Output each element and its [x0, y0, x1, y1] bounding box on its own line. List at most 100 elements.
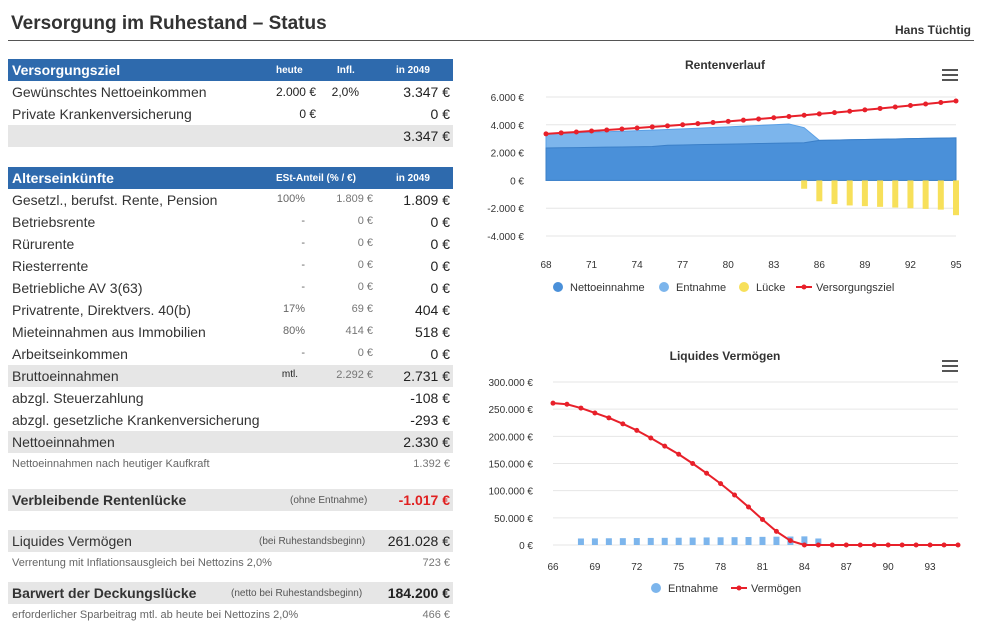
y-tick-label: 2.000 €: [491, 149, 525, 160]
vermoegen-point: [620, 421, 626, 427]
barwert-note: (netto bei Ruhestandsbeginn): [231, 588, 363, 599]
kv-row[interactable]: abzgl. gesetzliche Krankenversicherung -…: [8, 409, 453, 431]
versorgungsziel-point: [877, 105, 883, 111]
x-tick-label: 75: [673, 562, 685, 573]
vermoegen-point: [578, 405, 584, 411]
ziel-year: 3.347 €: [403, 84, 450, 100]
x-tick-label: 72: [631, 562, 643, 573]
legend-symbol: [659, 282, 669, 292]
luecke-label: Verbleibende Rentenlücke: [12, 492, 187, 508]
legend-symbol: [553, 282, 563, 292]
luecke-bar: [907, 180, 914, 209]
income-label: Rürurente: [12, 236, 75, 252]
vermoegen-point: [759, 516, 765, 522]
sparbeitrag-value: 466 €: [422, 609, 450, 621]
income-pct: 17%: [282, 303, 305, 315]
x-tick-label: 78: [715, 562, 727, 573]
sparbeitrag-row: erforderlicher Sparbeitrag mtl. ab heute…: [8, 604, 453, 626]
x-tick-label: 86: [814, 260, 826, 271]
user-name: Hans Tüchtig: [894, 23, 971, 37]
brutto-row[interactable]: Bruttoeinnahmen mtl. 2.292 € 2.731 €: [8, 365, 453, 387]
income-est: 0 €: [357, 215, 373, 227]
y-tick-label: 300.000 €: [489, 378, 534, 389]
y-tick-label: 200.000 €: [489, 432, 534, 443]
ziel-infl: 2,0%: [331, 85, 359, 99]
luecke-bar: [861, 180, 868, 207]
vermoegen-line: [552, 402, 958, 546]
vermoegen-point: [704, 470, 710, 476]
income-est: 69 €: [351, 303, 373, 315]
x-tick-label: 77: [677, 260, 689, 271]
income-row[interactable]: Riesterrente - 0 € 0 €: [8, 255, 453, 277]
barwert-value: 184.200 €: [387, 585, 450, 601]
entnahme-bar: [773, 536, 780, 545]
legend-symbol: [736, 585, 742, 591]
page-header: Versorgung im Ruhestand – Status Hans Tü…: [8, 10, 974, 41]
y-tick-label: 100.000 €: [489, 487, 534, 498]
chart-menu-icon[interactable]: [942, 360, 958, 372]
vermoegen-point: [676, 451, 682, 457]
x-tick-label: 80: [723, 260, 735, 271]
income-row[interactable]: Betriebsrente - 0 € 0 €: [8, 211, 453, 233]
barwert-label: Barwert der Deckungslücke: [12, 585, 197, 601]
vermoegen-point: [955, 542, 961, 548]
legend-symbol: [739, 282, 749, 292]
income-row[interactable]: Arbeitseinkommen - 0 € 0 €: [8, 343, 453, 365]
entnahme-bar: [619, 538, 626, 545]
page-title: Versorgung im Ruhestand – Status: [11, 13, 327, 34]
y-tick-label: 250.000 €: [489, 405, 534, 416]
vermoegen-point: [899, 542, 905, 548]
vermoegen-point: [648, 435, 654, 441]
ziel-total: 3.347 €: [403, 128, 450, 144]
versorgungsziel-point: [558, 130, 564, 136]
income-est: 1.809 €: [336, 193, 373, 205]
income-label: Privatrente, Direktvers. 40(b): [12, 302, 191, 318]
vermoegen-row[interactable]: Liquides Vermögen (bei Ruhestandsbeginn)…: [8, 530, 453, 552]
barwert-row[interactable]: Barwert der Deckungslücke (netto bei Ruh…: [8, 582, 453, 604]
income-est: 0 €: [357, 281, 373, 293]
legend-label: Nettoeinnahme: [570, 282, 645, 294]
luecke-row[interactable]: Verbleibende Rentenlücke (ohne Entnahme)…: [8, 489, 453, 511]
income-value: 0 €: [430, 236, 450, 252]
chart-menu-icon[interactable]: [942, 69, 958, 81]
luecke-bar: [801, 180, 808, 189]
y-tick-label: 50.000 €: [494, 514, 533, 525]
legend-label: Lücke: [756, 282, 785, 294]
vermoegen-point: [746, 504, 752, 510]
versorgungsziel-point: [710, 120, 716, 126]
income-row[interactable]: Rürurente - 0 € 0 €: [8, 233, 453, 255]
versorgungsziel-point: [573, 129, 579, 135]
income-value: 518 €: [414, 324, 450, 340]
y-tick-label: -4.000 €: [487, 232, 524, 243]
ziel-row-pkv[interactable]: Private Krankenversicherung 0 € 0 €: [8, 103, 453, 125]
income-row[interactable]: Betriebliche AV 3(63) - 0 € 0 €: [8, 277, 453, 299]
entnahme-bar: [745, 537, 752, 545]
vermoegen-point: [801, 542, 807, 548]
income-value: 0 €: [430, 214, 450, 230]
income-est: 0 €: [357, 347, 373, 359]
verrentung-label: Verrentung mit Inflationsausgleich bei N…: [12, 557, 272, 569]
entnahme-bar: [801, 536, 808, 545]
vermoegen-point: [550, 400, 556, 406]
steuer-row[interactable]: abzgl. Steuerzahlung -108 €: [8, 387, 453, 409]
versorgungsziel-point: [816, 111, 822, 117]
versorgungsziel-point: [604, 127, 610, 133]
brutto-value: 2.731 €: [403, 368, 450, 384]
vermoegen-point: [913, 542, 919, 548]
income-row[interactable]: Privatrente, Direktvers. 40(b) 17% 69 € 404…: [8, 299, 453, 321]
brutto-mtl: mtl.: [281, 369, 298, 380]
vermoegen-svg: Liquides Vermögen 300.000 € 250.000 € 200.0…: [489, 349, 961, 595]
ziel-row-netto[interactable]: Gewünschtes Nettoeinkommen 2.000 € 2,0% …: [8, 81, 453, 103]
income-row[interactable]: Mieteinnahmen aus Immobilien 80% 414 € 518 …: [8, 321, 453, 343]
verrentung-row: Verrentung mit Inflationsausgleich bei N…: [8, 552, 453, 574]
netto-row[interactable]: Nettoeinnahmen 2.330 €: [8, 431, 453, 453]
kaufkraft-row: Nettoeinnahmen nach heutiger Kaufkraft 1…: [8, 453, 453, 475]
vermoegen-point: [662, 443, 668, 449]
vermoegen-point: [871, 542, 877, 548]
versorgungsziel-point: [832, 110, 838, 116]
x-tick-label: 92: [905, 260, 917, 271]
netto-label: Nettoeinnahmen: [12, 434, 115, 450]
x-tick-label: 89: [859, 260, 871, 271]
entnahme-bar: [647, 537, 654, 545]
income-row[interactable]: Gesetzl., berufst. Rente, Pension 100% 1.8…: [8, 189, 453, 211]
